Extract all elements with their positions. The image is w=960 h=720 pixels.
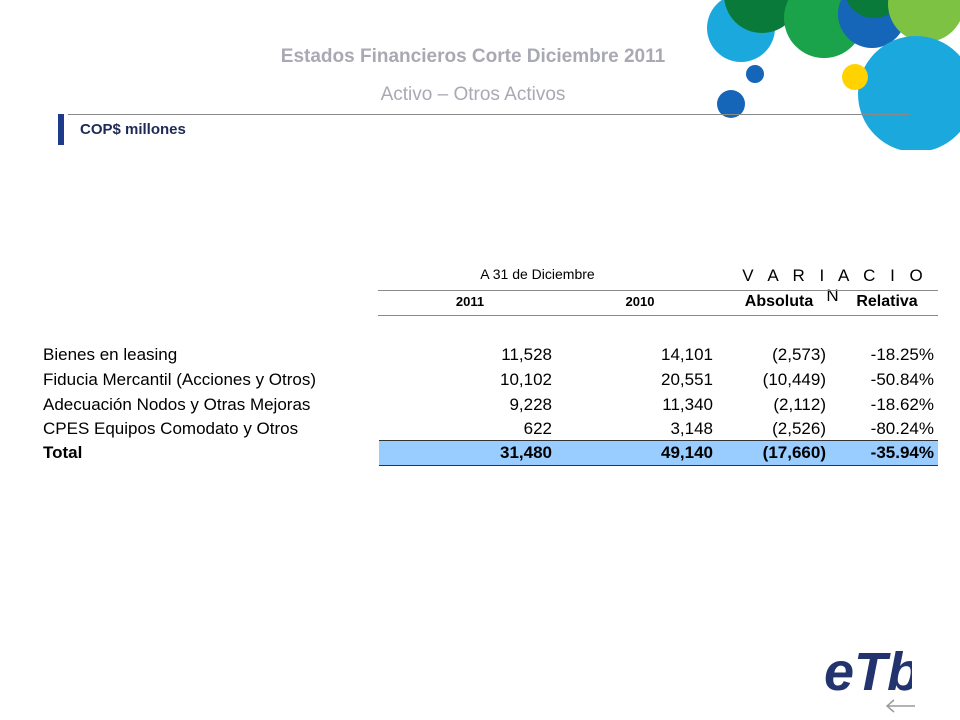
circle-blue-small bbox=[717, 90, 745, 118]
total-row: Total 31,480 49,140 (17,660) -35.94% bbox=[0, 440, 960, 464]
row-label: CPES Equipos Comodato y Otros bbox=[43, 419, 299, 438]
row-label: Bienes en leasing bbox=[43, 345, 178, 364]
total-row-highlight bbox=[379, 440, 938, 466]
value-relativa: -18.62% bbox=[870, 395, 934, 414]
row-label: Fiducia Mercantil (Acciones y Otros) bbox=[43, 370, 317, 389]
currency-unit-label: COP$ millones bbox=[80, 121, 186, 138]
etb-logo: eTb bbox=[824, 642, 912, 702]
column-header-absoluta: Absoluta bbox=[744, 293, 814, 310]
title-divider bbox=[68, 114, 910, 115]
table-row: Bienes en leasing 11,528 14,101 (2,573) … bbox=[0, 342, 960, 366]
row-label: Adecuación Nodos y Otras Mejoras bbox=[43, 395, 311, 414]
header-rule-top bbox=[378, 290, 938, 291]
value-2011: 9,228 bbox=[509, 395, 552, 414]
table-row: Fiducia Mercantil (Acciones y Otros) 10,… bbox=[0, 367, 960, 391]
value-absoluta: (2,112) bbox=[773, 395, 826, 414]
circle-green-small bbox=[846, 0, 902, 18]
value-2010: 20,551 bbox=[661, 370, 713, 389]
circle-navy-small bbox=[746, 65, 764, 83]
page-subtitle: Activo – Otros Activos bbox=[380, 84, 566, 105]
value-relativa: -18.25% bbox=[870, 345, 934, 364]
circle-yellow bbox=[842, 64, 868, 90]
total-absoluta: (17,660) bbox=[762, 443, 826, 462]
table-row: CPES Equipos Comodato y Otros 622 3,148 … bbox=[0, 416, 960, 440]
circle-lime bbox=[888, 0, 960, 42]
total-2010: 49,140 bbox=[661, 443, 713, 462]
value-absoluta: (2,573) bbox=[772, 345, 826, 364]
value-2011: 11,528 bbox=[501, 345, 552, 364]
value-2010: 11,340 bbox=[662, 395, 713, 414]
value-absoluta: (2,526) bbox=[772, 419, 826, 438]
total-relativa: -35.94% bbox=[870, 443, 934, 462]
page-title: Estados Financieros Corte Diciembre 2011 bbox=[280, 46, 666, 67]
total-label: Total bbox=[43, 443, 83, 462]
column-header-2011: 2011 bbox=[455, 294, 485, 309]
value-2011: 622 bbox=[523, 419, 552, 438]
value-relativa: -50.84% bbox=[870, 370, 934, 389]
value-absoluta: (10,449) bbox=[762, 370, 826, 389]
decorative-circles bbox=[707, 0, 960, 150]
column-header-2010: 2010 bbox=[625, 294, 655, 309]
value-relativa: -80.24% bbox=[870, 419, 934, 438]
svg-text:eTb: eTb bbox=[824, 642, 912, 702]
column-header-relativa: Relativa bbox=[856, 293, 918, 310]
total-2011: 31,480 bbox=[500, 443, 552, 462]
value-2011: 10,102 bbox=[500, 370, 552, 389]
back-arrow-icon[interactable] bbox=[884, 697, 918, 715]
table-row: Adecuación Nodos y Otras Mejoras 9,228 1… bbox=[0, 392, 960, 416]
circle-green-dark bbox=[724, 0, 800, 33]
period-header: A 31 de Diciembre bbox=[480, 266, 595, 282]
value-2010: 3,148 bbox=[670, 419, 713, 438]
value-2010: 14,101 bbox=[661, 345, 713, 364]
circle-cyan-large bbox=[858, 36, 960, 150]
unit-accent-bar bbox=[58, 114, 64, 145]
header-rule-bottom bbox=[378, 315, 938, 316]
